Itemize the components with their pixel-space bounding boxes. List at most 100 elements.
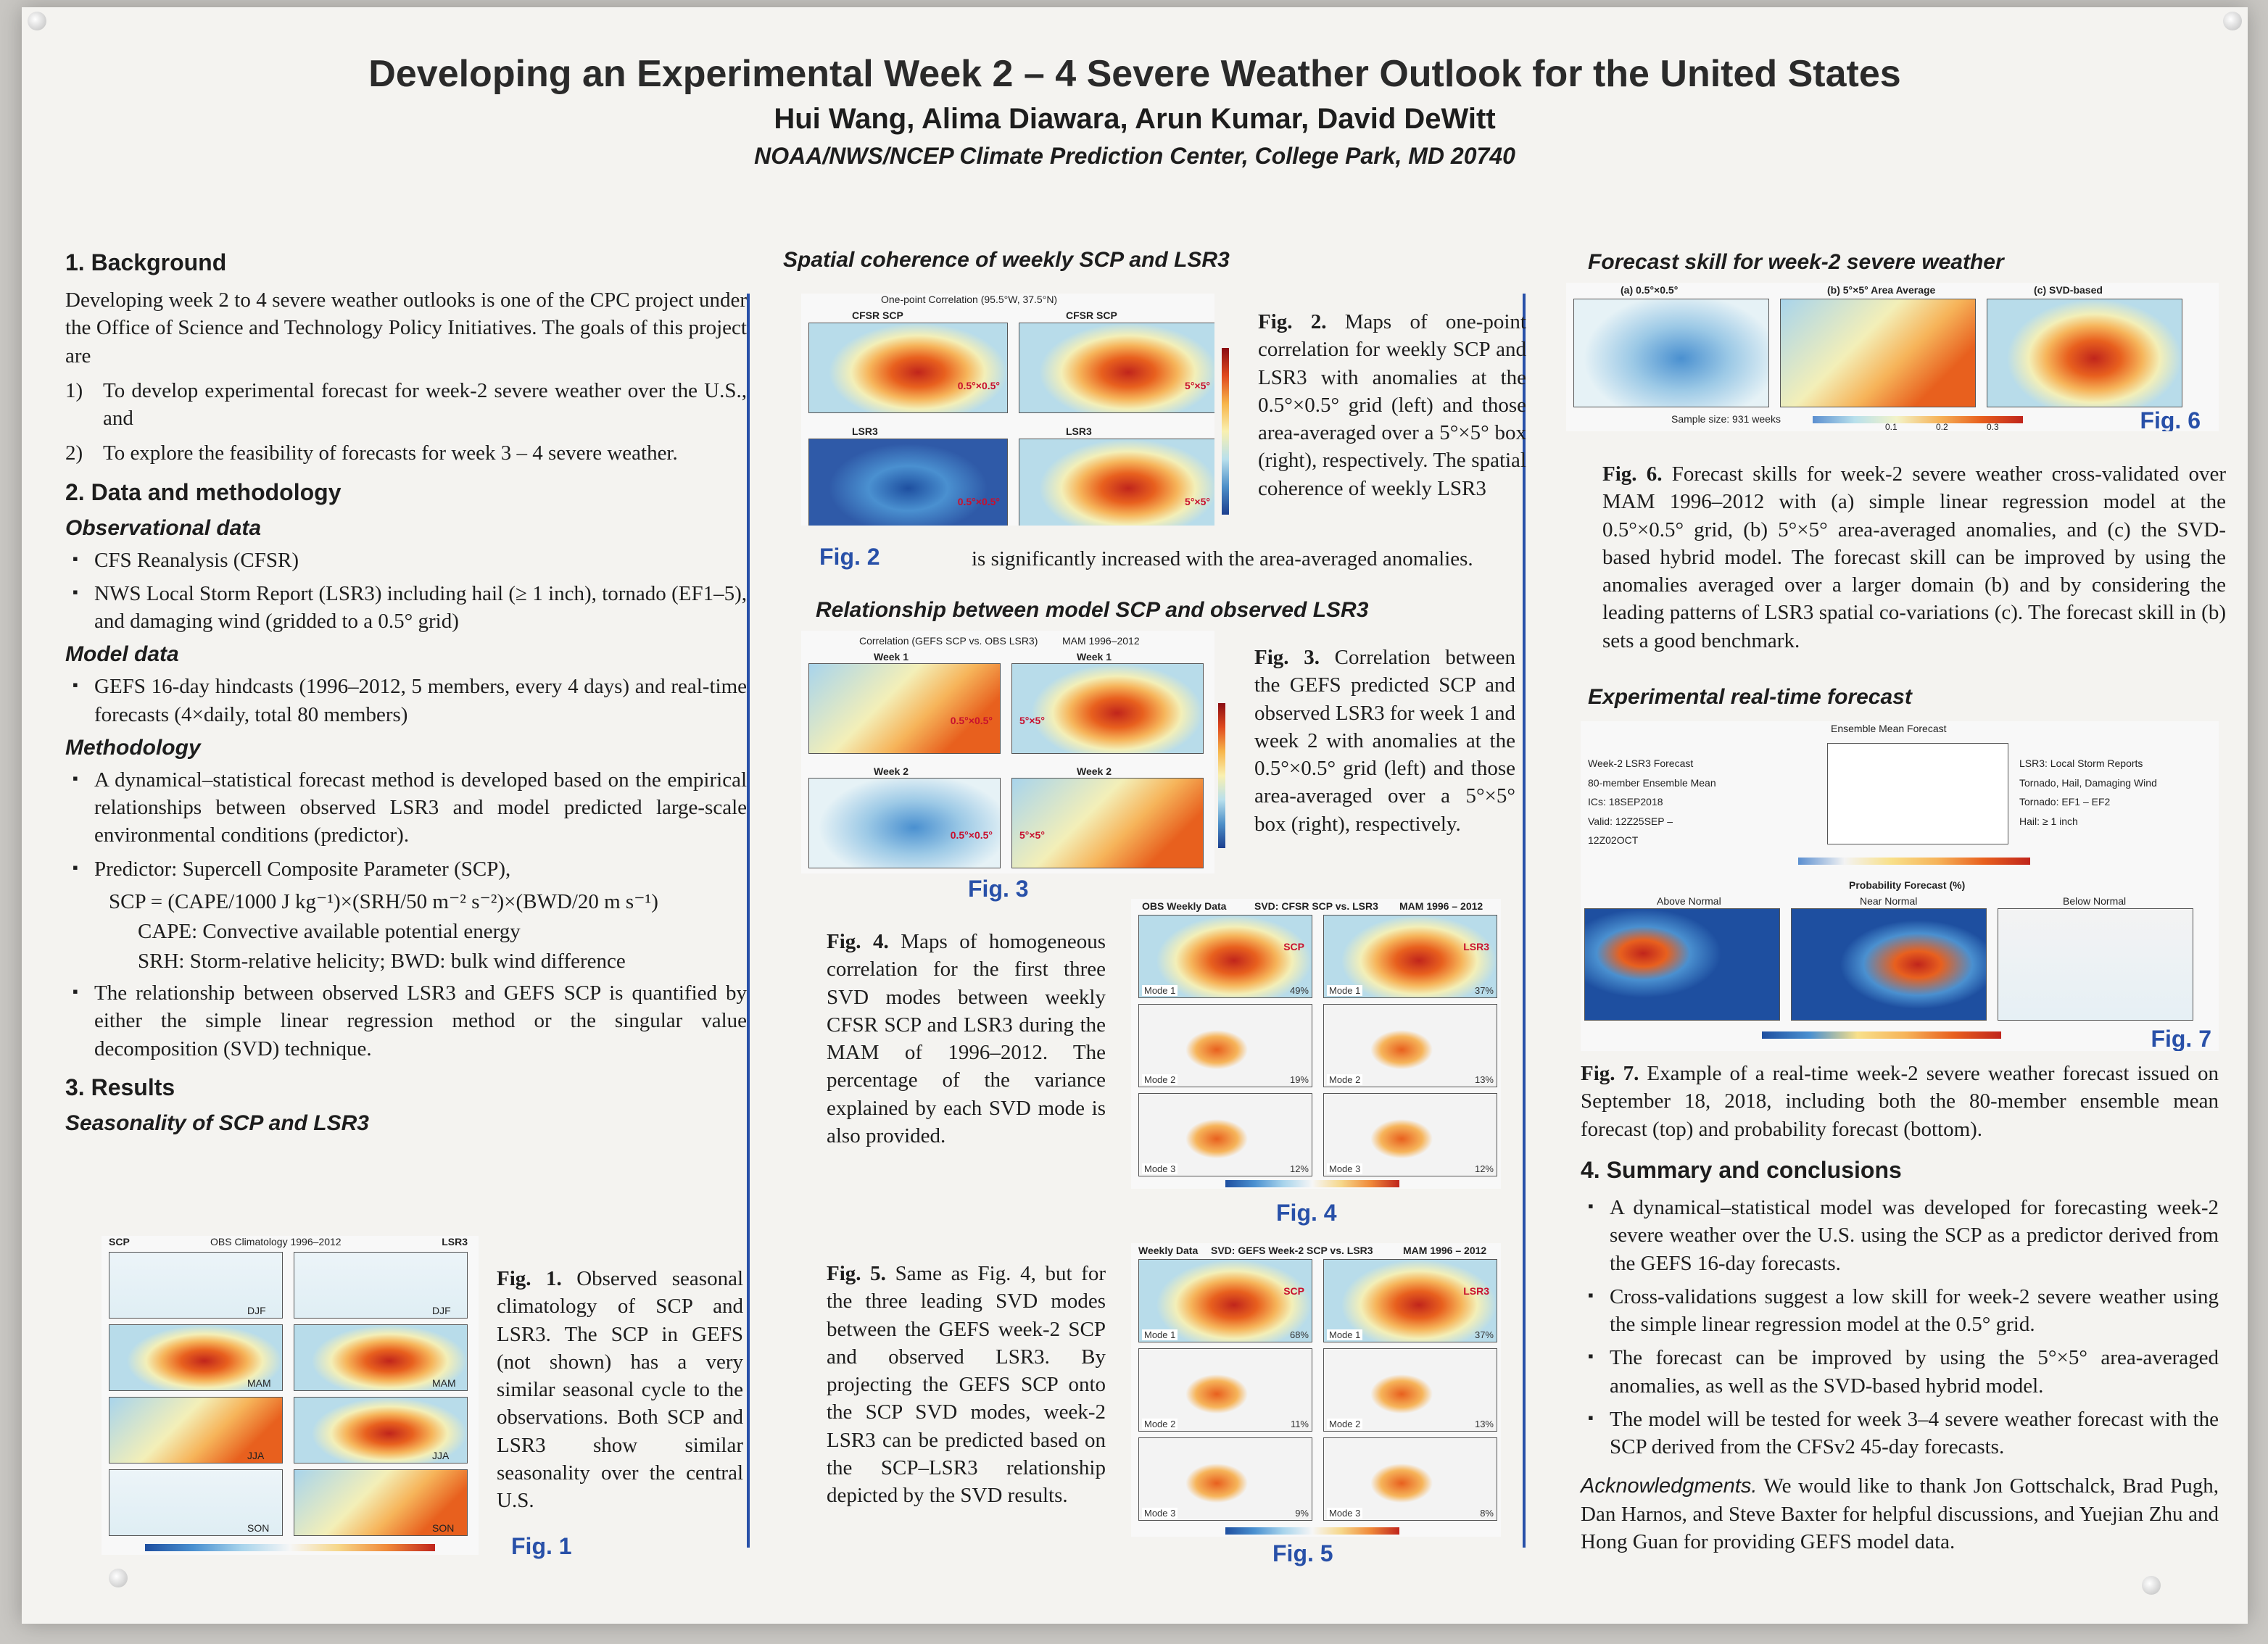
mode-label: Mode 1 <box>1142 985 1178 996</box>
map-panel: LSR3 Mode 1 37% <box>1323 915 1497 998</box>
panel-title: (b) 5°×5° Area Average <box>1827 284 1936 296</box>
fig7-info-line: Valid: 12Z25SEP – 12Z02OCT <box>1588 815 1673 847</box>
variance-percent: 19% <box>1289 1074 1309 1085</box>
fig5-colorbar <box>1225 1527 1399 1535</box>
fig7-left-info: Week-2 LSR3 Forecast 80-member Ensemble … <box>1588 754 1718 850</box>
fig5-header-mid: SVD: GEFS Week-2 SCP vs. LSR3 <box>1211 1245 1373 1256</box>
map-tag: SON <box>247 1522 270 1534</box>
summary-section: 4. Summary and conclusions A dynamical–s… <box>1581 1145 2219 1556</box>
scp-formula: SCP = (CAPE/1000 J kg⁻¹)×(SRH/50 m⁻² s⁻²… <box>109 889 658 913</box>
goal-number: 2) <box>65 441 83 465</box>
poster-header: Developing an Experimental Week 2 – 4 Se… <box>22 52 2248 170</box>
map-tag: 0.5°×0.5° <box>950 829 993 841</box>
fig6-caption-text: Forecast skills for week-2 severe weathe… <box>1602 462 2227 652</box>
fig1-caption-text: Observed seasonal climatology of SCP and… <box>497 1267 744 1513</box>
fig5-caption: Fig. 5. Same as Fig. 4, but for the thre… <box>827 1260 1106 1509</box>
map-tag: 5°×5° <box>1019 829 1045 841</box>
skill-heading: Forecast skill for week-2 severe weather <box>1588 250 2004 274</box>
mode-label: Mode 1 <box>1327 1329 1363 1340</box>
fig7-info-line: Hail: ≥ 1 inch <box>2019 815 2078 827</box>
fig6-colorbar <box>1813 416 2023 423</box>
mode-label: Mode 3 <box>1142 1163 1178 1174</box>
map-tag: MAM <box>432 1377 456 1389</box>
fig5-header-right: MAM 1996 – 2012 <box>1403 1245 1487 1256</box>
fig5-caption-text: Same as Fig. 4, but for the three leadin… <box>827 1262 1106 1508</box>
ack-text: We would like to thank Jon Gottschalck, … <box>1581 1474 2219 1553</box>
poster: Developing an Experimental Week 2 – 4 Se… <box>22 7 2248 1624</box>
fig1-header-left: SCP <box>109 1236 130 1247</box>
map-panel: SCP Mode 1 68% <box>1138 1259 1312 1342</box>
fig7-ens-colorbar <box>1798 858 2030 865</box>
map-panel <box>1573 299 1769 407</box>
fig2-tag: Fig. 2 <box>819 544 880 570</box>
list-item: CFS Reanalysis (CFSR) <box>65 547 747 574</box>
map-panel: 5°×5° <box>1011 778 1204 868</box>
map-tag: 5°×5° <box>1185 496 1210 507</box>
fig7-info-line: ICs: 18SEP2018 <box>1588 796 1663 808</box>
variance-percent: 11% <box>1290 1419 1309 1429</box>
map-panel: 0.5°×0.5° <box>808 439 1008 526</box>
fig7-ens-title: Ensemble Mean Forecast <box>1831 723 1947 734</box>
map-panel: SON <box>294 1469 468 1536</box>
fig4-header-mid: SVD: CFSR SCP vs. LSR3 <box>1254 900 1378 912</box>
panel-title: CFSR SCP <box>852 310 903 321</box>
mode-label: Mode 2 <box>1327 1074 1363 1085</box>
list-item: Predictor: Supercell Composite Parameter… <box>65 855 747 883</box>
obs-data-list: CFS Reanalysis (CFSR) NWS Local Storm Re… <box>65 547 747 636</box>
fig1-caption-block: Fig. 1. Observed seasonal climatology of… <box>497 1265 743 1560</box>
panel-title: (c) SVD-based <box>2034 284 2103 296</box>
map-panel: Mode 3 12% <box>1138 1093 1312 1176</box>
model-data-heading: Model data <box>65 642 179 667</box>
methodology-list-2: The relationship between observed LSR3 a… <box>65 979 747 1063</box>
map-panel: Mode 3 12% <box>1323 1093 1497 1176</box>
fig1-caption-label: Fig. 1. <box>497 1267 562 1290</box>
fig1-tag: Fig. 1 <box>511 1533 572 1560</box>
fig2-caption-tail: is significantly increased with the area… <box>972 547 1473 570</box>
map-panel: Mode 2 11% <box>1138 1348 1312 1432</box>
list-item: Cross-validations suggest a low skill fo… <box>1581 1283 2219 1339</box>
goal-item: 1) To develop experimental forecast for w… <box>65 377 747 433</box>
map-panel: SON <box>109 1469 283 1536</box>
fig2-caption: Fig. 2. Maps of one-point correlation fo… <box>1258 308 1526 502</box>
map-tag: LSR3 <box>1463 1285 1489 1297</box>
fig6-tag: Fig. 6 <box>2140 407 2201 431</box>
variance-percent: 37% <box>1474 985 1494 996</box>
fig1-header-mid: OBS Climatology 1996–2012 <box>210 1236 342 1247</box>
fig6-panel: (a) 0.5°×0.5° (b) 5°×5° Area Average (c) S… <box>1566 283 2219 431</box>
list-item: The relationship between observed LSR3 a… <box>65 979 747 1063</box>
fig6-caption: Fig. 6. Forecast skills for week-2 sever… <box>1602 460 2226 655</box>
map-tag: 5°×5° <box>1185 380 1210 391</box>
map-panel: Mode 3 8% <box>1323 1437 1497 1521</box>
relationship-heading: Relationship between model SCP and obser… <box>816 598 1369 622</box>
fig5-caption-label: Fig. 5. <box>827 1262 886 1285</box>
variance-percent: 49% <box>1289 985 1309 996</box>
mode-label: Mode 3 <box>1327 1508 1363 1519</box>
fig2-caption-text: Maps of one-point correlation for weekly… <box>1258 310 1526 500</box>
fig4-caption-block: Fig. 4. Maps of homogeneous correlation … <box>827 928 1106 1150</box>
column-left: 1. Background Developing week 2 to 4 sev… <box>65 238 747 1142</box>
list-item: A dynamical–statistical forecast method … <box>65 766 747 850</box>
fig3-panel: Correlation (GEFS SCP vs. OBS LSR3) MAM … <box>801 631 1214 873</box>
methodology-list: A dynamical–statistical forecast method … <box>65 766 747 883</box>
fig7-info-line: 80-member Ensemble Mean <box>1588 776 1716 789</box>
map-panel <box>1780 299 1976 407</box>
fig7-info-line: LSR3: Local Storm Reports <box>2019 757 2143 769</box>
obs-data-heading: Observational data <box>65 515 262 540</box>
summary-list: A dynamical–statistical model was develo… <box>1581 1194 2219 1461</box>
map-panel: Mode 2 13% <box>1323 1004 1497 1087</box>
variance-percent: 8% <box>1480 1508 1494 1519</box>
column-divider <box>1523 294 1526 1548</box>
fig4-header-left: OBS Weekly Data <box>1142 900 1227 912</box>
panel-title: LSR3 <box>1066 425 1092 437</box>
acknowledgments: Acknowledgments. We would like to thank … <box>1581 1472 2219 1556</box>
map-panel: MAM <box>294 1324 468 1391</box>
fig6-caption-label: Fig. 6. <box>1602 462 1663 486</box>
list-item: The forecast can be improved by using th… <box>1581 1344 2219 1400</box>
map-panel <box>1584 908 1780 1021</box>
panel-title: Week 1 <box>1077 651 1112 663</box>
poster-title: Developing an Experimental Week 2 – 4 Se… <box>368 53 1901 95</box>
fig1-caption: Fig. 1. Observed seasonal climatology of… <box>497 1265 743 1514</box>
fig3-caption-text: Correlation between the GEFS predicted S… <box>1254 646 1516 836</box>
fig3-title-right: MAM 1996–2012 <box>1062 635 1140 647</box>
fig6-sample-size: Sample size: 931 weeks <box>1671 413 1781 425</box>
